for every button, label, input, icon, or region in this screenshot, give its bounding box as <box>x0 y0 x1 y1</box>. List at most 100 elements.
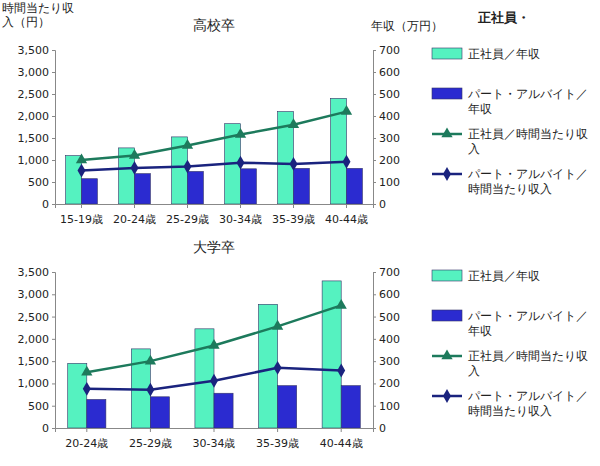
tick-mark <box>52 138 55 139</box>
annotation: 正社員・ <box>477 10 530 25</box>
tick-label: 1,000 <box>18 377 50 390</box>
bar-series <box>66 98 347 204</box>
legend-item: パート・アルバイト／時間当たり収入 <box>432 389 588 418</box>
tick-mark <box>373 361 376 362</box>
tick-mark <box>240 204 241 208</box>
marker <box>83 382 91 396</box>
tick: 0 <box>373 198 386 211</box>
legend-marker <box>443 167 451 181</box>
legend-swatch <box>432 48 462 59</box>
tick-label: 300 <box>379 132 400 145</box>
tick: 200 <box>373 154 400 167</box>
tick: 700 <box>373 266 400 279</box>
tick: 35-39歳 <box>272 204 315 226</box>
bar <box>214 393 233 428</box>
tick: 400 <box>373 333 400 346</box>
bar <box>188 171 204 204</box>
bar-series <box>82 168 363 204</box>
y2-axis: 0100200300400500600700 <box>373 266 400 435</box>
tick: 40-44歳 <box>320 428 363 450</box>
tick: 700 <box>373 44 400 57</box>
tick-label: 200 <box>379 377 400 390</box>
chart-root: 高校卒時間当たり収入（円）年収（万円）正社員・05001,0001,5002,0… <box>0 0 600 466</box>
y-axis: 05001,0001,5002,0002,5003,0003,500 <box>18 44 56 211</box>
marker <box>210 374 218 388</box>
y2-axis-title: 年収（万円） <box>371 19 443 33</box>
tick-label: 0 <box>379 422 386 435</box>
marker <box>208 339 219 349</box>
marker <box>131 161 139 175</box>
tick-label: 200 <box>379 154 400 167</box>
tick-mark <box>293 204 294 208</box>
tick: 2,500 <box>18 88 56 101</box>
tick-label: 40-44歳 <box>325 213 368 226</box>
marker <box>237 156 245 170</box>
tick: 35-39歳 <box>256 428 299 450</box>
marker <box>184 160 192 174</box>
tick: 500 <box>373 88 400 101</box>
marker <box>274 361 282 375</box>
tick: 2,000 <box>18 333 56 346</box>
tick-mark <box>373 272 376 273</box>
marker <box>341 105 352 115</box>
tick-mark <box>373 317 376 318</box>
tick: 400 <box>373 110 400 123</box>
tick: 1,000 <box>18 154 56 167</box>
tick: 300 <box>373 132 400 145</box>
tick: 100 <box>373 176 400 189</box>
tick-label: 700 <box>379 44 400 57</box>
tick-label: 2,000 <box>18 333 50 346</box>
marker <box>272 320 283 330</box>
tick: 0 <box>373 422 386 435</box>
tick: 2,000 <box>18 110 56 123</box>
legend-label: 正社員／年収 <box>468 269 540 283</box>
tick: 40-44歳 <box>325 204 368 226</box>
legend-item: パート・アルバイト／時間当たり収入 <box>432 167 588 196</box>
tick-mark <box>52 72 55 73</box>
tick-label: 400 <box>379 110 400 123</box>
tick: 20-24歳 <box>65 428 108 450</box>
tick-label: 3,500 <box>18 44 50 57</box>
legend-item: 正社員／時間当たり収入 <box>432 127 588 156</box>
tick: 3,000 <box>18 288 56 301</box>
tick-label: 3,000 <box>18 66 50 79</box>
legend-label: 正社員／時間当たり収入 <box>468 127 588 156</box>
bar <box>278 386 297 428</box>
tick-mark <box>52 182 55 183</box>
tick-mark <box>373 138 376 139</box>
tick: 25-29歳 <box>166 204 209 226</box>
tick-label: 500 <box>379 311 400 324</box>
tick-mark <box>373 182 376 183</box>
tick-label: 600 <box>379 66 400 79</box>
y2-axis: 0 100 200 300 400 500 600 700 <box>373 44 400 211</box>
tick: 15-19歳 <box>60 204 103 226</box>
chart-svg: 高校卒時間当たり収入（円）年収（万円）正社員・05001,0001,5002,0… <box>0 0 600 466</box>
tick-label: 20-24歳 <box>113 213 156 226</box>
tick-mark <box>52 339 55 340</box>
legend-label: 正社員／年収 <box>468 47 540 61</box>
bar <box>135 174 151 204</box>
bar <box>195 329 214 428</box>
x-axis-line <box>56 205 374 209</box>
tick: 600 <box>373 288 400 301</box>
tick-mark <box>373 116 376 117</box>
y-axis-line <box>52 273 56 429</box>
tick-mark <box>81 204 82 208</box>
tick-label: 1,500 <box>18 355 50 368</box>
legend-label: 正社員／時間当たり収入 <box>468 349 588 378</box>
tick-label: 500 <box>379 88 400 101</box>
tick-mark <box>52 383 55 384</box>
tick-label: 25-29歳 <box>129 437 172 450</box>
tick: 30-34歳 <box>219 204 262 226</box>
tick-mark <box>346 204 347 208</box>
tick: 0 <box>42 198 55 211</box>
tick-mark <box>52 428 55 429</box>
legend-marker <box>441 349 452 359</box>
tick-label: 700 <box>379 266 400 279</box>
tick-mark <box>277 428 278 432</box>
chart-title: 大学卒 <box>193 239 235 255</box>
tick-mark <box>52 204 55 205</box>
bar <box>87 399 106 428</box>
legend-swatch <box>432 88 462 99</box>
tick-label: 2,500 <box>18 311 50 324</box>
